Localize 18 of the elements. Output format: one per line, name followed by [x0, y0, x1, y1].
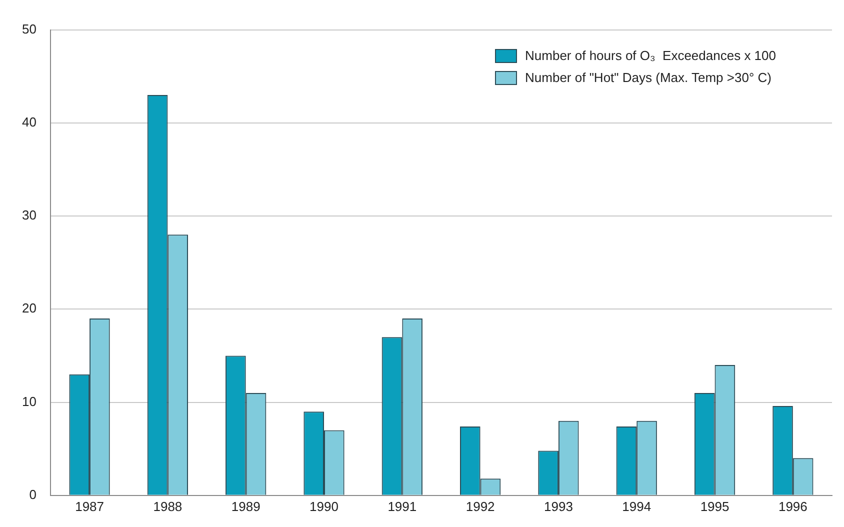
- x-tick-label: 1992: [466, 498, 495, 514]
- y-tick-label: 0: [29, 486, 36, 502]
- x-tick-label: 1994: [622, 498, 652, 514]
- legend-label: Number of "Hot" Days (Max. Temp >30° C): [525, 70, 772, 85]
- x-tick-label: 1990: [310, 498, 338, 514]
- x-tick-label: 1988: [153, 498, 182, 514]
- x-tick-label: 1991: [388, 498, 417, 514]
- y-tick-label: 20: [22, 300, 36, 316]
- y-tick-label: 50: [22, 21, 36, 36]
- y-tick-label: 30: [22, 208, 36, 223]
- legend-label: Number of hours of O₃ Exceedances x 100: [525, 48, 776, 63]
- x-tick-label: 1993: [544, 498, 573, 514]
- x-tick-label: 1987: [75, 498, 104, 514]
- y-tick-label: 40: [22, 114, 36, 130]
- x-tick-label: 1995: [700, 498, 730, 514]
- x-tick-label: 1989: [231, 498, 260, 514]
- y-tick-label: 10: [22, 394, 36, 409]
- x-tick-label: 1996: [778, 498, 808, 514]
